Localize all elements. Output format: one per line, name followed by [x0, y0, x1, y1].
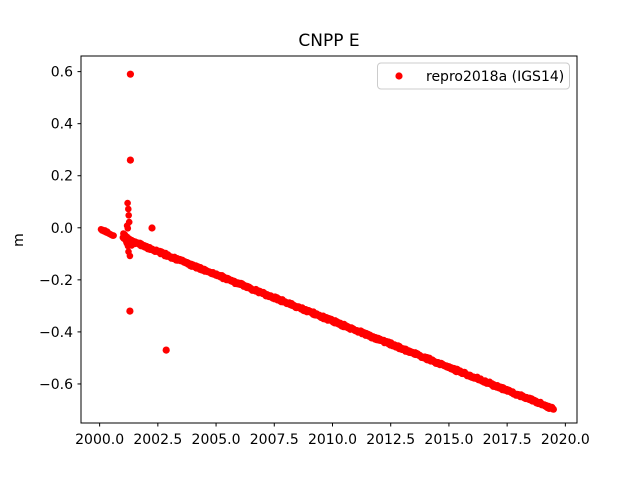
data-point	[125, 212, 132, 219]
x-tick-label: 2000.0	[75, 432, 124, 448]
x-tick-label: 2002.5	[133, 432, 182, 448]
y-tick-label: −0.6	[39, 377, 73, 393]
data-point	[126, 307, 134, 315]
data-point	[126, 252, 134, 260]
y-tick-label: −0.4	[39, 325, 73, 341]
y-tick-label: −0.2	[39, 273, 73, 289]
axes-box	[80, 55, 578, 424]
data-point	[148, 224, 156, 232]
data-point	[124, 199, 131, 207]
y-tick-label: 0.2	[51, 169, 73, 185]
data-point	[126, 156, 134, 164]
legend: repro2018a (IGS14)	[377, 62, 570, 90]
chart-title: CNPP E	[298, 31, 359, 51]
data-point	[124, 225, 132, 232]
y-tick-label: 0.0	[51, 221, 73, 237]
x-tick-label: 2005.0	[192, 432, 241, 448]
data-point	[162, 346, 170, 354]
x-tick-label: 2017.5	[483, 432, 532, 448]
data-point	[129, 238, 136, 245]
data-point	[110, 232, 117, 239]
x-tick-label: 2015.0	[424, 432, 473, 448]
legend-box	[377, 62, 570, 90]
legend-marker-dot-icon	[395, 72, 403, 80]
x-tick-label: 2012.5	[366, 432, 415, 448]
x-tick-label: 2007.5	[250, 432, 299, 448]
data-points	[97, 70, 557, 413]
data-point	[126, 70, 134, 78]
x-tick-label: 2010.0	[308, 432, 357, 448]
y-tick-label: 0.4	[51, 117, 73, 133]
y-tick-label: 0.6	[51, 65, 73, 81]
axis-ticks: 2000.0 2002.5 2005.0 2007.5 2010.0 2012.5 2015…	[39, 65, 590, 448]
legend-label: repro2018a (IGS14)	[426, 69, 564, 85]
data-point	[550, 406, 557, 413]
y-axis-label: m	[11, 233, 27, 247]
data-point	[125, 205, 132, 213]
x-tick-label: 2020.0	[541, 432, 590, 448]
